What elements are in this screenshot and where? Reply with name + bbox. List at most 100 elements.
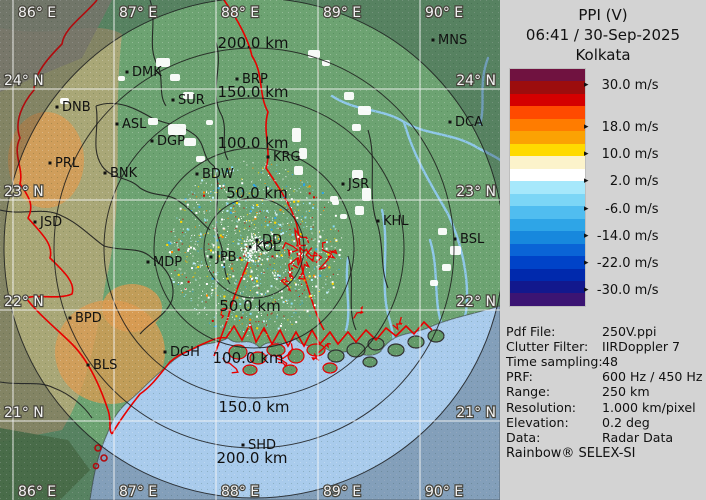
delta-boundary-scribble: [276, 343, 293, 360]
legend-band: [510, 218, 585, 232]
range-ring-label: 200.0 km: [216, 449, 287, 467]
echo-patch: [358, 106, 371, 115]
station-BSL: BSL: [453, 232, 485, 247]
station-label: MNS: [438, 33, 467, 48]
info-label: Clutter Filter:: [506, 339, 589, 355]
station-BRP: BRP: [235, 72, 268, 87]
station-label: DGH: [170, 345, 200, 360]
urban-boundary-scribble: [293, 227, 310, 248]
info-value: Radar Data: [602, 429, 674, 445]
latitude-label: 22° N: [4, 294, 44, 310]
info-label: Range:: [506, 384, 551, 400]
echo-patch: [170, 74, 180, 81]
station-label: JPB: [215, 250, 237, 265]
station-KRG: KRG: [266, 150, 301, 165]
legend-band: [510, 168, 585, 182]
latitude-label: 23° N: [4, 184, 44, 200]
longitude-label: 88° E: [221, 484, 259, 500]
district-boundary: [347, 255, 357, 331]
station-label: DMK: [132, 65, 162, 80]
longitude-label: 89° E: [323, 5, 361, 21]
info-row: Pdf File: 250V.ppi: [500, 324, 706, 339]
legend-band: [510, 118, 585, 132]
station-BDW: BDW: [195, 167, 234, 182]
station-dot: [376, 219, 380, 223]
station-label: KHL: [383, 214, 409, 229]
echo-patch: [183, 92, 194, 99]
urban-boundary-scribble: [297, 261, 311, 281]
echo-patch: [299, 148, 307, 159]
station-dot: [33, 220, 37, 224]
echo-patch: [322, 60, 330, 66]
radar-map-canvas[interactable]: 86° E 86° E 87° E 87° E 88° E 88° E 89° E 89° E…: [0, 0, 500, 500]
latitude-label: 24° N: [456, 73, 496, 89]
delta-boundary-scribble: [311, 353, 320, 361]
urban-boundary-scribble: [296, 244, 320, 257]
echo-patch: [206, 120, 213, 125]
legend-label: ▸ -6.0 m/s: [584, 201, 659, 217]
station-label: JSD: [39, 215, 62, 230]
info-value: 600 Hz / 450 Hz: [602, 369, 703, 385]
station-BLS: BLS: [86, 358, 117, 373]
station-label: DNB: [62, 100, 91, 115]
legend-band: [510, 181, 585, 194]
latitude-label: 21° N: [4, 405, 44, 421]
echo-patch: [184, 138, 196, 146]
site-name: Kolkata: [575, 46, 631, 64]
station-DGH: DGH: [163, 345, 200, 360]
info-row: Data: Radar Data: [500, 430, 706, 445]
info-value: 250V.ppi: [602, 324, 657, 339]
station-dot: [150, 139, 154, 143]
latitude-label: 21° N: [456, 405, 496, 421]
echo-patch: [60, 98, 69, 104]
station-label: JSR: [347, 177, 369, 192]
legend-tick-arrow-icon: ▸: [584, 204, 589, 214]
info-row: Elevation: 0.2 deg: [500, 415, 706, 430]
delta-boundary-scribble: [222, 357, 239, 374]
range-ring: [53, 47, 455, 449]
range-ring: [153, 147, 355, 349]
station-dot: [115, 122, 119, 126]
legend-tick-arrow-icon: ▸: [584, 231, 589, 241]
station-label: BSL: [460, 232, 485, 247]
info-label: Resolution:: [506, 399, 577, 415]
legend-band: [510, 93, 585, 107]
station-ASL: ASL: [115, 117, 147, 132]
legend-label: ▸ -30.0 m/s: [584, 282, 659, 298]
info-value: 0.2 deg: [602, 414, 650, 430]
station-dot: [453, 237, 457, 241]
station-MNS: MNS: [431, 33, 467, 48]
legend-band: [510, 143, 585, 157]
delta-boundary-scribble: [275, 357, 288, 368]
station-label: BDW: [202, 167, 234, 182]
station-label: BLS: [93, 358, 117, 373]
delta-boundary-scribble: [353, 305, 364, 319]
graticule-labels: 86° E 86° E 87° E 87° E 88° E 88° E 89° E 89° E…: [3, 4, 497, 500]
info-label: Elevation:: [506, 414, 569, 430]
state-boundary: [223, 0, 325, 331]
legend-band: [510, 131, 585, 144]
echo-patch: [438, 228, 447, 235]
radar-map[interactable]: 86° E 86° E 87° E 87° E 88° E 88° E 89° E 89° E…: [0, 0, 500, 500]
district-boundary: [103, 245, 174, 335]
station-JSD: JSD: [33, 215, 62, 230]
range-ring-label: 50.0 km: [226, 184, 287, 202]
legend-band: [510, 106, 585, 119]
latitude-label: 24° N: [4, 73, 44, 89]
station-PRL: PRL: [48, 156, 80, 171]
legend-tick-arrow-icon: ▸: [584, 258, 589, 268]
software-brand: Rainbow® SELEX-SI: [506, 446, 636, 461]
station-dot: [55, 105, 59, 109]
district-boundaries: [0, 0, 389, 419]
latitude-label: 23° N: [456, 184, 496, 200]
station-label: DCA: [455, 115, 483, 130]
station-BPD: BPD: [68, 311, 102, 326]
info-row: PRF: 600 Hz / 450 Hz: [500, 369, 706, 384]
station-label: DGP: [157, 134, 185, 149]
station-JPB: JPB: [209, 250, 237, 265]
legend-tick-arrow-icon: ▸: [584, 122, 589, 132]
state-boundaries: [16, 0, 433, 470]
velocity-clutter: [166, 160, 343, 337]
echo-patch: [355, 206, 364, 215]
station-dot: [341, 182, 345, 186]
